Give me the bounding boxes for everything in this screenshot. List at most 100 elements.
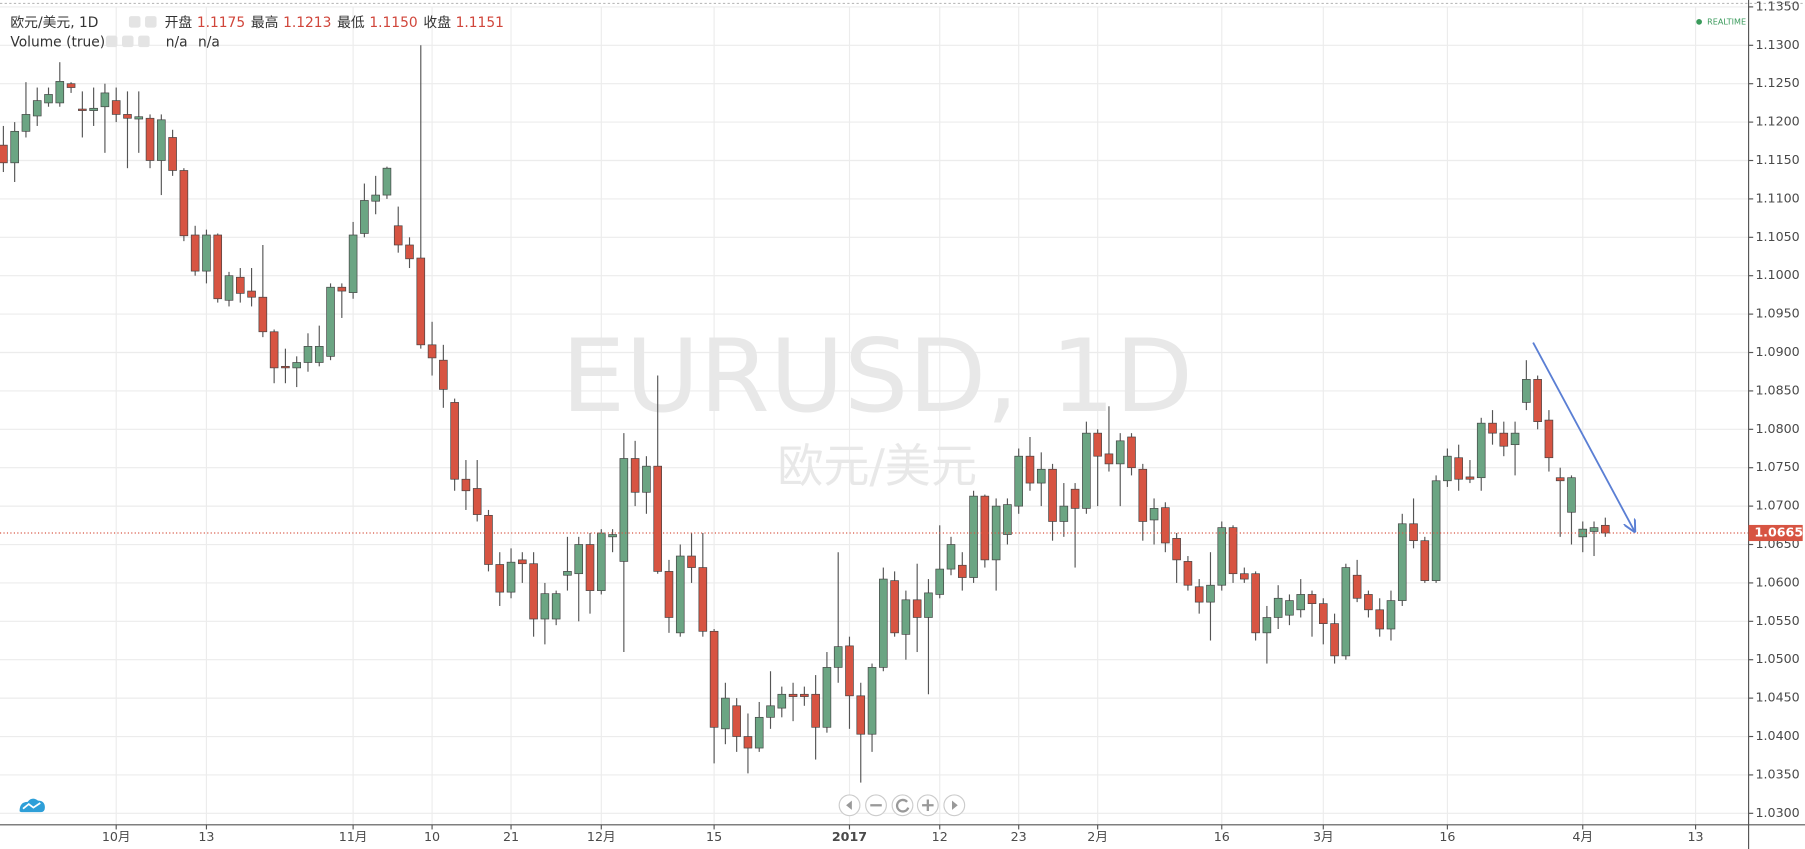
candles — [0, 45, 1749, 783]
candle-body — [1036, 468, 1046, 484]
candle-body — [10, 130, 19, 164]
candle-body — [1149, 508, 1159, 521]
candle-body — [1341, 567, 1351, 657]
y-tick-label: 1.0300 — [1756, 805, 1800, 820]
candle-body — [642, 465, 651, 493]
candle-body — [754, 716, 764, 749]
x-tick-label: 16 — [1214, 829, 1230, 844]
candle-body — [1330, 623, 1339, 657]
candle-body — [32, 100, 42, 117]
header-icon[interactable] — [105, 35, 118, 48]
candle-body — [743, 736, 753, 749]
x-tick-label: 23 — [1011, 829, 1027, 844]
candle-body — [123, 114, 132, 119]
candle-body — [44, 94, 53, 104]
candle-body — [472, 488, 482, 515]
candle-body — [303, 346, 313, 363]
candle-body — [788, 693, 798, 697]
candle-body — [1386, 600, 1396, 630]
candle-body — [1352, 574, 1362, 599]
readout-value: 1.1175 — [197, 15, 245, 31]
volume-value: n/a — [198, 35, 220, 51]
candle-body — [879, 578, 888, 668]
zoom-in-button[interactable] — [916, 794, 939, 817]
candle-body — [382, 167, 392, 196]
y-tick-label: 1.0900 — [1756, 344, 1800, 359]
watermark: EURUSD, 1D — [561, 317, 1193, 435]
candle-body — [1251, 573, 1260, 634]
candle-body — [1522, 379, 1531, 403]
candle-body — [1003, 504, 1012, 535]
candle-body — [1476, 422, 1486, 479]
logo[interactable] — [19, 798, 45, 813]
y-tick-label: 1.0500 — [1756, 651, 1800, 666]
candle-body — [1161, 507, 1170, 544]
y-tick-label: 1.1100 — [1756, 190, 1800, 205]
realtime-dot — [1696, 18, 1702, 25]
candle-body — [1240, 573, 1249, 580]
candle-body — [709, 630, 719, 728]
candle-body — [1318, 603, 1328, 624]
x-tick-label: 3月 — [1313, 829, 1334, 844]
candle-body — [946, 544, 956, 570]
candle-body — [721, 697, 730, 730]
candle-body — [551, 593, 561, 620]
candle-body — [495, 564, 505, 593]
header-icon[interactable] — [145, 16, 157, 28]
candle-body — [1082, 432, 1091, 509]
candle-body — [1025, 455, 1035, 484]
candle-body — [529, 563, 538, 620]
candle-body — [1601, 524, 1610, 534]
y-tick-label: 1.0800 — [1756, 421, 1800, 436]
candle-body — [766, 705, 775, 718]
candle-body — [1555, 477, 1565, 482]
candle-body — [619, 458, 629, 562]
candle-body — [168, 137, 177, 171]
readout-label: 最高 — [251, 14, 279, 31]
reset-button[interactable] — [891, 794, 914, 817]
candle-body — [461, 478, 471, 492]
candle-body — [1443, 455, 1452, 482]
candle-body — [969, 495, 978, 578]
candle-body — [326, 286, 335, 357]
last-price-label: 1.0665 — [1754, 524, 1803, 539]
grid — [0, 6, 1749, 825]
candle-body — [1059, 505, 1069, 522]
candle-body — [687, 555, 696, 568]
header-icon[interactable] — [138, 35, 150, 48]
candle-body — [924, 592, 933, 618]
candle-body — [1567, 477, 1576, 513]
candle-body — [732, 705, 741, 737]
candle-body — [1488, 422, 1497, 434]
candle-body — [1048, 468, 1057, 522]
candle-body — [1194, 586, 1204, 603]
candle-body — [980, 495, 990, 561]
candle-body — [1070, 488, 1080, 509]
candle-body — [66, 83, 76, 88]
candle-body — [1093, 432, 1102, 457]
header-icon[interactable] — [128, 16, 141, 28]
candle-body — [337, 286, 347, 292]
y-tick-label: 1.0850 — [1756, 382, 1800, 397]
candle-body — [258, 296, 268, 333]
candle-body — [1206, 584, 1215, 603]
candle-body — [416, 257, 426, 346]
candle-body — [1228, 527, 1238, 575]
candle-body — [292, 362, 301, 369]
candle-body — [1431, 480, 1441, 581]
readout-label: 开盘 — [165, 14, 193, 31]
zoom-out-button[interactable] — [865, 794, 887, 817]
header-icon[interactable] — [122, 35, 134, 48]
scroll-left-button[interactable] — [838, 794, 861, 817]
candle-body — [845, 645, 854, 697]
candle-body — [1172, 538, 1181, 561]
x-tick-label: 12 — [932, 829, 948, 844]
scroll-right-button[interactable] — [943, 794, 966, 817]
candle-body — [540, 593, 550, 620]
y-tick-label: 1.0600 — [1756, 574, 1800, 589]
y-tick-label: 1.0550 — [1756, 613, 1800, 628]
candle-body — [901, 599, 911, 635]
candle-body — [1510, 432, 1520, 446]
candle-body — [1183, 561, 1193, 586]
